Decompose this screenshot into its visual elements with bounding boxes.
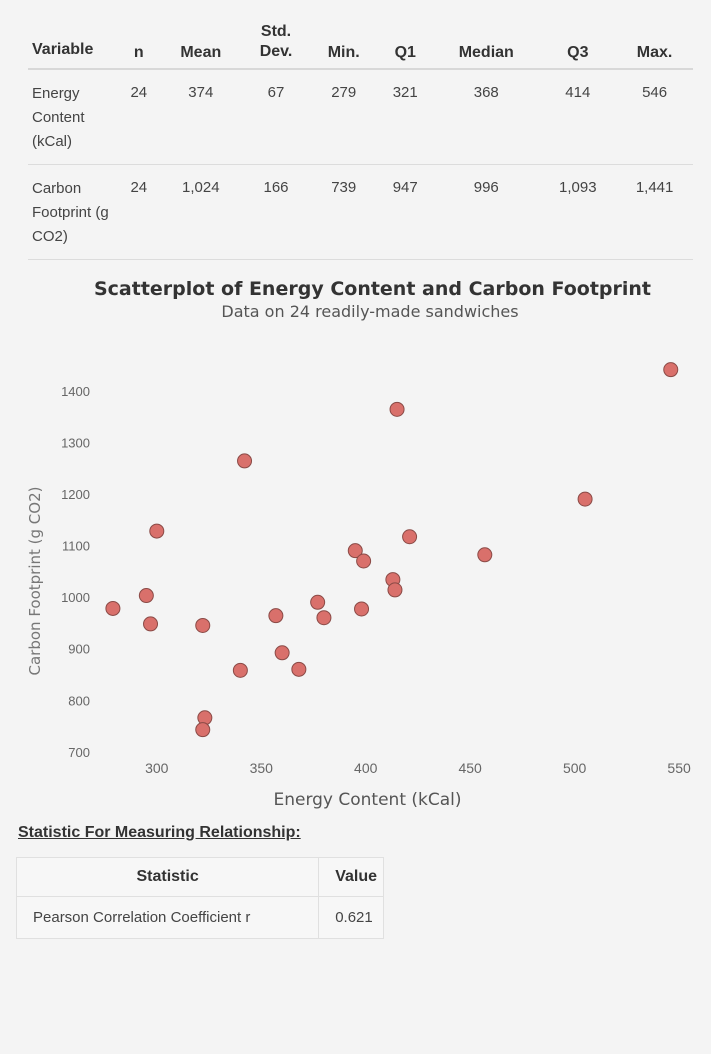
x-tick-label: 500 <box>563 760 587 776</box>
x-tick-label: 400 <box>354 760 378 776</box>
scatter-point <box>316 610 332 626</box>
col-header-median: Median <box>433 18 540 70</box>
cell-n: 24 <box>118 164 160 260</box>
scatter-point <box>347 543 363 559</box>
scatter-point <box>195 722 211 738</box>
cell-q1: 321 <box>377 69 434 165</box>
scatter-point <box>389 401 405 417</box>
col-header-max: Max. <box>616 18 693 70</box>
cell-statistic-name: Pearson Correlation Coefficient r <box>15 896 320 939</box>
cell-median: 996 <box>433 164 540 260</box>
table-row: Carbon Footprint (g CO2) 24 1,024 166 73… <box>28 164 693 260</box>
scatter-point <box>138 588 154 604</box>
scatter-point <box>291 661 307 677</box>
y-tick-label: 700 <box>68 745 90 760</box>
scatter-point <box>387 582 403 598</box>
cell-n: 24 <box>118 69 160 165</box>
col-header-variable: Variable <box>28 18 118 70</box>
cell-q1: 947 <box>377 164 434 260</box>
cell-max: 1,441 <box>616 164 693 260</box>
table-row: Pearson Correlation Coefficient r 0.621 <box>15 896 384 939</box>
y-tick-label: 800 <box>68 693 90 708</box>
summary-header-row: Variable n Mean Std. Dev. Min. Q1 Median… <box>28 18 693 70</box>
col-header-mean: Mean <box>159 18 242 70</box>
y-tick-label: 1100 <box>62 539 90 554</box>
row-variable-energy: Energy Content (kCal) <box>28 69 118 165</box>
col-header-q3: Q3 <box>539 18 617 70</box>
x-tick-label: 550 <box>667 760 691 776</box>
chart-subtitle: Data on 24 readily-made sandwiches <box>221 302 519 321</box>
scatter-point <box>237 453 253 469</box>
cell-median: 368 <box>433 69 540 165</box>
scatter-point <box>310 594 326 610</box>
cell-q3: 1,093 <box>539 164 617 260</box>
relationship-heading: Statistic For Measuring Relationship: <box>18 824 301 841</box>
scatter-point <box>477 547 493 563</box>
x-tick-label: 450 <box>458 760 482 776</box>
scatter-point <box>232 662 248 678</box>
cell-q3: 414 <box>539 69 617 165</box>
x-tick-label: 350 <box>250 760 274 776</box>
x-axis-label: Energy Content (kCal) <box>273 790 461 810</box>
cell-min: 739 <box>310 164 378 260</box>
y-tick-label: 1400 <box>61 384 90 399</box>
col-header-value: Value <box>318 857 384 897</box>
cell-mean: 1,024 <box>159 164 242 260</box>
scatter-point <box>663 362 679 378</box>
y-tick-label: 1000 <box>61 590 90 605</box>
scatter-point <box>354 601 370 617</box>
scatter-point <box>105 600 121 616</box>
y-tick-label: 900 <box>68 642 90 657</box>
col-header-q1: Q1 <box>377 18 434 70</box>
cell-mean: 374 <box>159 69 242 165</box>
col-header-statistic: Statistic <box>15 857 320 897</box>
cell-max: 546 <box>616 69 693 165</box>
cell-statistic-value: 0.621 <box>318 896 384 939</box>
relationship-header-row: Statistic Value <box>15 857 384 897</box>
col-header-std-dev: Std. Dev. <box>242 18 310 70</box>
y-axis-label: Carbon Footprint (g CO2) <box>26 487 44 676</box>
relationship-table: Statistic Value Pearson Correlation Coef… <box>15 857 384 939</box>
summary-statistics-table: Variable n Mean Std. Dev. Min. Q1 Median… <box>28 18 693 260</box>
cell-min: 279 <box>310 69 378 165</box>
cell-std: 67 <box>242 69 310 165</box>
scatter-point <box>274 645 290 661</box>
table-row: Energy Content (kCal) 24 374 67 279 321 … <box>28 69 693 165</box>
row-variable-carbon: Carbon Footprint (g CO2) <box>28 164 118 260</box>
y-tick-label: 1200 <box>61 487 90 502</box>
col-header-n: n <box>118 18 160 70</box>
scatter-point <box>402 529 418 545</box>
scatter-point <box>577 491 593 507</box>
scatter-point <box>356 553 372 569</box>
chart-title: Scatterplot of Energy Content and Carbon… <box>93 278 652 300</box>
scatter-point <box>143 616 159 632</box>
cell-std: 166 <box>242 164 310 260</box>
scatter-point <box>195 617 211 633</box>
scatter-point <box>149 523 165 539</box>
scatter-point <box>268 608 284 624</box>
y-tick-label: 1300 <box>61 435 90 450</box>
col-header-min: Min. <box>310 18 378 70</box>
x-tick-label: 300 <box>145 760 169 776</box>
scatterplot: 700 800 900 1000 1100 1200 1300 1400 300 350 400 45… <box>26 362 691 810</box>
